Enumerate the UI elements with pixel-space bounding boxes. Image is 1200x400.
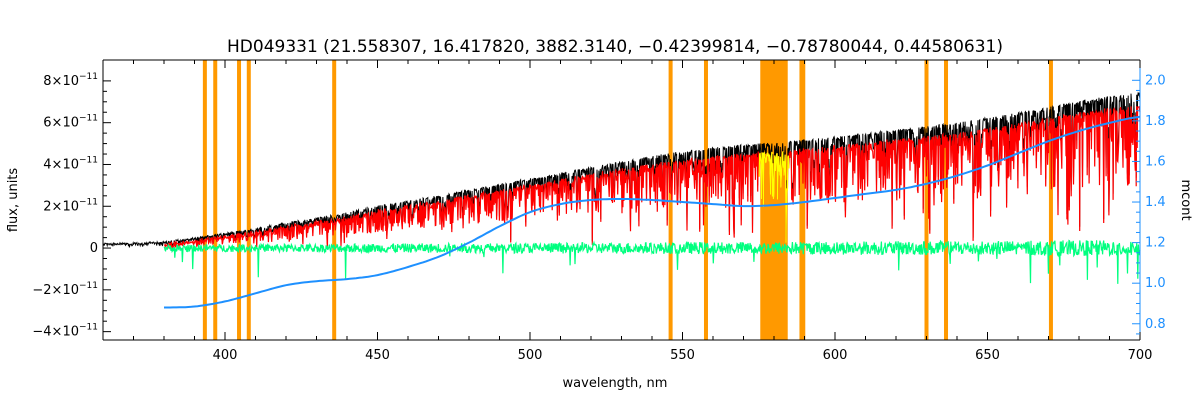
- series-model: [164, 105, 1141, 251]
- series-model-masked: [758, 151, 790, 243]
- axes: 400 450 500 550 600 650 700 8×10−11 6×10−11 4×10−…: [32, 59, 1166, 363]
- y2-tick-label: 1.8: [1145, 114, 1166, 129]
- x-tick-label: 450: [365, 348, 390, 363]
- series-residual: [163, 239, 1141, 284]
- y2-tick-label: 1.6: [1145, 154, 1166, 169]
- masked-line: [924, 60, 929, 340]
- series-observed: [102, 91, 1141, 248]
- y-tick-label: 6×10−11: [43, 114, 98, 131]
- x-tick-label: 400: [213, 348, 238, 363]
- x-tick-label: 550: [670, 348, 695, 363]
- y-tick-label: 8×10−11: [43, 72, 98, 89]
- masked-line: [668, 60, 673, 340]
- y-tick-label: 0: [90, 241, 98, 256]
- x-tick-label: 700: [1128, 348, 1153, 363]
- y2-tick-label: 1.4: [1145, 195, 1166, 210]
- masked-line: [213, 60, 218, 340]
- masked-line: [246, 60, 251, 340]
- x-axis-label: wavelength, nm: [563, 376, 668, 391]
- masked-band: [760, 60, 788, 340]
- masked-line: [237, 60, 242, 340]
- x-tick-label: 500: [518, 348, 543, 363]
- masked-line: [332, 60, 337, 340]
- masked-line: [801, 60, 806, 340]
- masked-line: [202, 60, 207, 340]
- y-tick-label: 2×10−11: [43, 197, 98, 214]
- y2-tick-label: 2.0: [1145, 73, 1166, 88]
- masked-line: [1048, 60, 1053, 340]
- series-continuum: [164, 115, 1141, 309]
- y-tick-label: −2×10−11: [32, 281, 98, 298]
- y-axis-label: flux, units: [6, 168, 21, 233]
- x-tick-label: 600: [823, 348, 848, 363]
- y2-tick-label: 1.0: [1145, 276, 1166, 291]
- series-layer: [102, 91, 1141, 309]
- chart-title: HD049331 (21.558307, 16.417820, 3882.314…: [227, 37, 1003, 57]
- masked-line: [944, 60, 949, 340]
- y2-tick-label: 1.2: [1145, 236, 1166, 251]
- y2-tick-label: 0.8: [1145, 317, 1166, 332]
- x-tick-label: 650: [975, 348, 1000, 363]
- y-tick-label: −4×10−11: [32, 323, 98, 340]
- y-tick-label: 4×10−11: [43, 155, 98, 172]
- y2-axis-label: mcont: [1178, 179, 1193, 220]
